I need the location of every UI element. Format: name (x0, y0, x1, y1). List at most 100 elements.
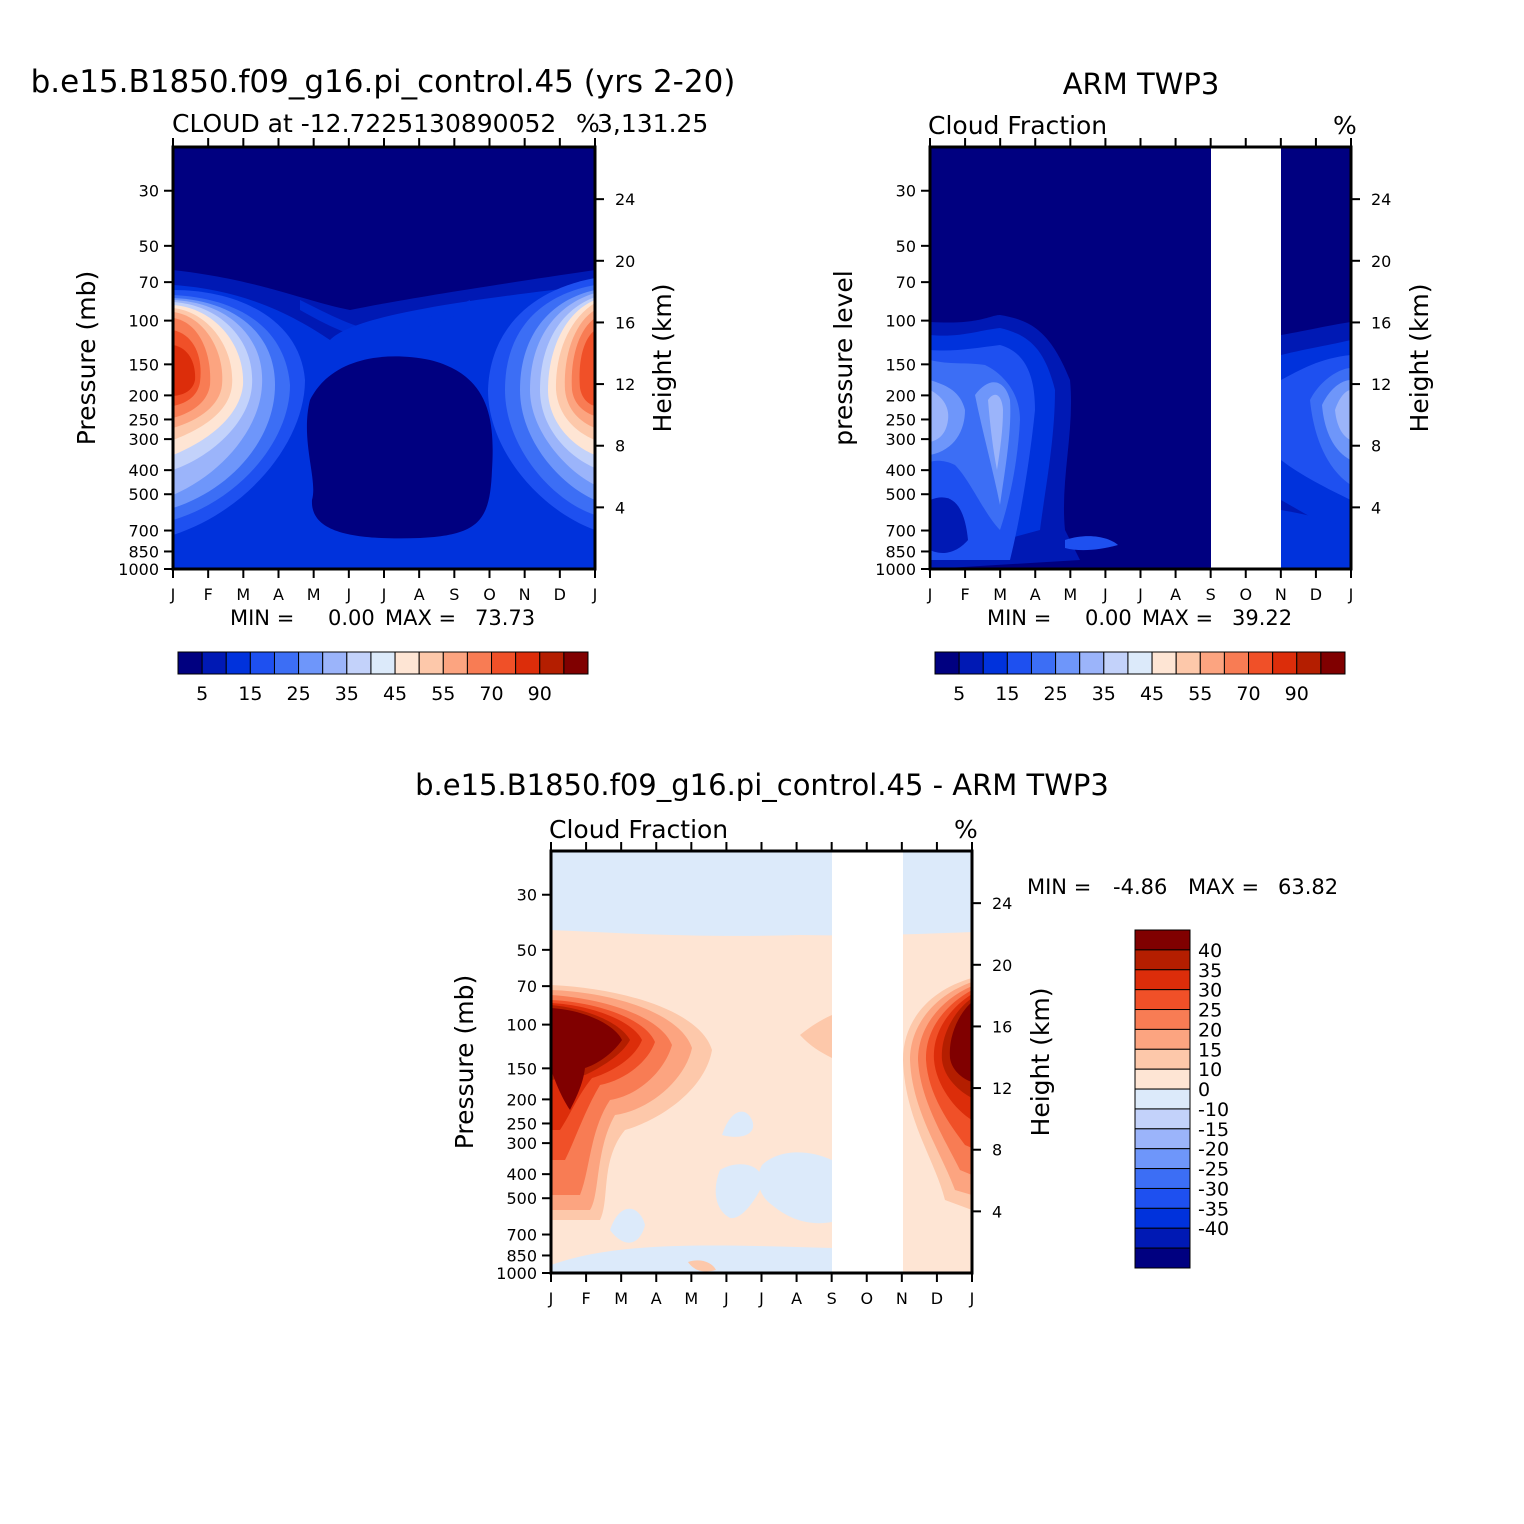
obs-main-title: ARM TWP3 (1063, 67, 1220, 101)
diff-xtick-label: M (614, 1289, 628, 1308)
model-max-label: MAX = (385, 606, 456, 630)
obs-ytick-label: 100 (885, 312, 916, 331)
obs-xtick-label: D (1310, 585, 1322, 604)
obs-colorbar-label: 90 (1285, 683, 1309, 705)
obs-ytick-label: 1000 (875, 560, 916, 579)
diff-xtick-label: M (684, 1289, 698, 1308)
obs-xtick-label: J (1348, 585, 1354, 604)
model-xtick-label: O (483, 585, 496, 604)
diff-ytick-right-label: 20 (992, 956, 1012, 975)
diff-contour-field (551, 851, 972, 1273)
model-colorbar-box (394, 651, 420, 675)
obs-colorbar-label: 35 (1092, 683, 1116, 705)
diff-colorbar-box (1134, 1187, 1191, 1209)
model-xtick-label: J (592, 585, 598, 604)
diff-ytick-right-label: 16 (992, 1017, 1012, 1036)
obs-ytick-label: 700 (885, 522, 916, 541)
diff-ytick-label: 30 (517, 886, 537, 905)
diff-max-value: 63.82 (1278, 875, 1338, 899)
obs-colorbar-box (1199, 651, 1225, 675)
model-colorbar-label: 5 (196, 683, 208, 705)
model-ytick-label: 30 (139, 182, 159, 201)
model-colorbar-box (177, 651, 203, 675)
diff-ytick-right-label: 4 (992, 1202, 1002, 1221)
diff-colorbar-label: -35 (1198, 1198, 1229, 1220)
obs-colorbar-box (1030, 651, 1057, 675)
obs-min-label: MIN = (987, 606, 1051, 630)
obs-xtick-label: A (1030, 585, 1041, 604)
obs-colorbar-label: 55 (1188, 683, 1212, 705)
diff-colorbar-label: -15 (1198, 1119, 1229, 1141)
diff-colorbar-label: 10 (1198, 1059, 1222, 1081)
diff-colorbar-box (1134, 1128, 1191, 1150)
diff-colorbar-box (1134, 1247, 1191, 1269)
model-colorbar-box (466, 651, 493, 675)
obs-colorbar-label: 45 (1140, 683, 1164, 705)
obs-ytick-label: 250 (885, 410, 916, 429)
obs-xtick-label: M (1063, 585, 1077, 604)
model-min-label: MIN = (230, 606, 294, 630)
obs-xtick-label: F (960, 585, 969, 604)
model-ytick-label: 700 (128, 522, 159, 541)
model-colorbar-box (418, 651, 444, 675)
model-colorbar-box (273, 651, 300, 675)
model-colorbar-label: 35 (335, 683, 359, 705)
diff-xtick-label: S (827, 1289, 837, 1308)
diff-colorbar-box (1134, 989, 1191, 1011)
model-subtitle: CLOUD at -12.7225130890052 (172, 109, 556, 138)
model-ytick-label: 70 (139, 273, 159, 292)
diff-xtick-label: A (651, 1289, 662, 1308)
obs-colorbar-box (958, 651, 984, 675)
model-colorbar-label: 55 (431, 683, 455, 705)
diff-ylabel: Pressure (mb) (450, 975, 479, 1149)
obs-ytick-right-label: 20 (1371, 252, 1391, 271)
diff-colorbar-box (1134, 1088, 1191, 1110)
model-xtick-label: A (273, 585, 284, 604)
obs-xtick-label: J (1137, 585, 1143, 604)
obs-colorbar-box (982, 651, 1008, 675)
obs-ytick-label: 150 (885, 355, 916, 374)
diff-colorbar-label: -25 (1198, 1159, 1229, 1181)
diff-subtitle: Cloud Fraction (549, 815, 728, 844)
diff-xtick-label: D (931, 1289, 943, 1308)
model-colorbar-box (249, 651, 275, 675)
obs-subtitle: Cloud Fraction (928, 111, 1107, 140)
model-xtick-label: J (170, 585, 176, 604)
diff-colorbar-box (1134, 1048, 1191, 1070)
model-colorbar-label: 45 (383, 683, 407, 705)
diff-colorbar-box (1134, 949, 1191, 971)
obs-colorbar: 5 15 25 35 45 55 70 90 (934, 651, 1346, 705)
obs-colorbar-box (1127, 651, 1153, 675)
diff-ytick-label: 100 (506, 1016, 537, 1035)
obs-colorbar-box (1272, 651, 1298, 675)
obs-colorbar-box (1103, 651, 1129, 675)
obs-missing-data-band (1211, 147, 1281, 569)
model-colorbar-box (370, 651, 396, 675)
model-ytick-right-label: 20 (615, 252, 635, 271)
diff-colorbar-label: 35 (1198, 960, 1222, 982)
diff-colorbar-box (1134, 1009, 1191, 1030)
model-xtick-label: D (554, 585, 566, 604)
diff-ylabel-right: Height (km) (1026, 988, 1055, 1137)
model-colorbar: 5 15 25 35 45 55 70 90 (177, 651, 589, 705)
obs-ylabel-right: Height (km) (1405, 284, 1434, 433)
model-colorbar-label: 15 (238, 683, 262, 705)
diff-colorbar-box (1134, 1108, 1191, 1130)
obs-colorbar-box (1175, 651, 1201, 675)
panel-difference: b.e15.B1850.f09_g16.pi_control.45 - ARM … (415, 768, 1338, 1308)
model-xtick-label: A (414, 585, 425, 604)
obs-contour-field (930, 147, 1351, 569)
model-ylabel-right: Height (km) (648, 284, 677, 433)
diff-ytick-label: 700 (506, 1226, 537, 1245)
diff-ytick-label: 70 (517, 977, 537, 996)
model-ytick-right-label: 12 (615, 375, 635, 394)
model-ylabel: Pressure (mb) (72, 271, 101, 445)
diff-ytick-right-label: 8 (992, 1141, 1002, 1160)
obs-colorbar-box (1079, 651, 1105, 675)
model-xtick-label: J (345, 585, 351, 604)
model-xtick-label: M (307, 585, 321, 604)
diff-colorbar-label: -40 (1198, 1218, 1229, 1240)
obs-colorbar-box (1006, 651, 1032, 675)
